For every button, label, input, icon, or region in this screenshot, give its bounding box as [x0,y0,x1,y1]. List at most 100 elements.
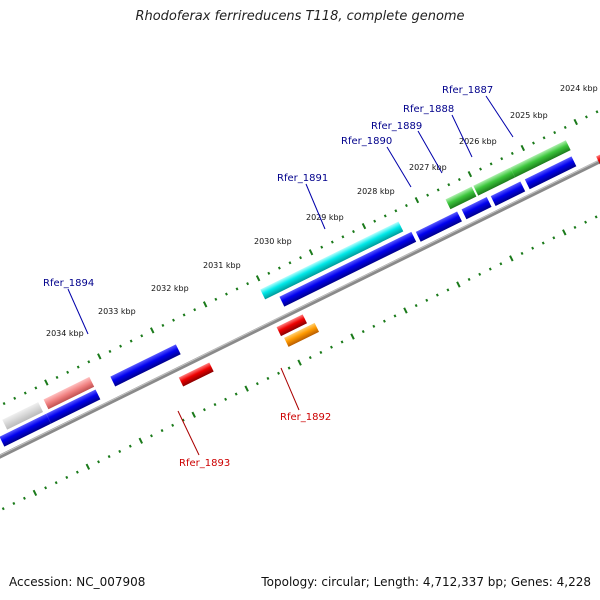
minor-tick-mark [383,320,386,323]
minor-tick-mark [553,131,556,134]
minor-tick-mark [56,376,59,379]
minor-tick-mark [150,434,153,437]
minor-tick-mark [3,402,6,405]
major-tick-mark [350,333,354,339]
minor-tick-mark [320,246,323,249]
minor-tick-mark [468,278,471,281]
minor-tick-mark [574,226,577,229]
minor-tick-mark [130,339,133,342]
minor-tick-mark [118,450,121,453]
minor-tick-mark [129,445,132,448]
tick-label: 2033 kbp [98,307,136,316]
minor-tick-mark [479,168,482,171]
gene-label-rfer-1892[interactable]: Rfer_1892 [280,412,331,423]
major-tick-mark [203,301,207,307]
minor-tick-mark [236,287,239,290]
minor-tick-mark [446,288,449,291]
minor-tick-mark [161,429,164,432]
tick-label: 2032 kbp [151,284,189,293]
minor-tick-mark [23,497,26,500]
major-tick-mark [562,229,566,235]
minor-tick-mark [384,214,387,217]
minor-tick-mark [161,324,164,327]
tick-label: 2031 kbp [203,261,241,270]
rrna-feature[interactable] [260,221,403,299]
minor-tick-mark [330,346,333,349]
minor-tick-mark [458,178,461,181]
minor-tick-mark [109,350,112,353]
forward-features [0,139,578,447]
minor-tick-mark [2,507,5,510]
minor-tick-mark [183,313,186,316]
minor-tick-mark [277,372,280,375]
minor-tick-mark [595,215,598,218]
genome-summary-text: Topology: circular; Length: 4,712,337 bp… [261,575,591,589]
major-tick-mark [456,281,460,287]
cds-feature[interactable] [110,344,180,386]
major-tick-mark [256,275,260,281]
minor-tick-mark [447,183,450,186]
minor-tick-mark [266,377,269,380]
minor-tick-mark [372,325,375,328]
minor-tick-mark [224,398,227,401]
minor-tick-mark [437,188,440,191]
gene-label-rfer-1894[interactable]: Rfer_1894 [43,278,94,289]
gene-label-rfer-1887[interactable]: Rfer_1887 [442,85,493,96]
tick-label: 2028 kbp [357,187,395,196]
major-tick-mark [150,327,154,333]
minor-tick-mark [256,382,259,385]
major-tick-mark [509,255,513,261]
minor-tick-mark [172,319,175,322]
minor-tick-mark [490,162,493,165]
cds-feature[interactable] [416,212,462,242]
minor-tick-mark [34,386,37,389]
minor-tick-mark [289,261,292,264]
minor-tick-mark [500,157,503,160]
minor-tick-mark [542,241,545,244]
accession-text: Accession: NC_007908 [9,575,145,589]
tick-label: 2030 kbp [254,237,292,246]
gene-label-rfer-1888[interactable]: Rfer_1888 [403,104,454,115]
minor-tick-mark [171,424,174,427]
major-tick-mark [468,171,472,177]
minor-tick-mark [394,314,397,317]
minor-tick-mark [319,351,322,354]
cds-feature[interactable] [279,232,416,307]
major-tick-mark [192,412,196,418]
minor-tick-mark [76,471,79,474]
gene-label-rfer-1891[interactable]: Rfer_1891 [277,173,328,184]
leader-line-rfer-1887 [486,96,513,137]
minor-tick-mark [331,240,334,243]
minor-tick-mark [415,304,418,307]
minor-tick-mark [44,486,47,489]
major-tick-mark [403,307,407,313]
minor-tick-mark [564,126,567,129]
minor-tick-mark [77,365,80,368]
minor-tick-mark [55,481,58,484]
minor-tick-mark [235,393,238,396]
minor-tick-mark [309,356,312,359]
minor-tick-mark [246,282,249,285]
minor-tick-mark [532,141,535,144]
minor-tick-mark [140,334,143,337]
minor-tick-mark [341,340,344,343]
minor-tick-mark [214,403,217,406]
outer-tick-track [0,20,600,516]
gene-label-rfer-1893[interactable]: Rfer_1893 [179,458,230,469]
minor-tick-mark [499,262,502,265]
minor-tick-mark [394,209,397,212]
leader-line-rfer-1891 [306,184,325,229]
gene-labels: Rfer_1887 Rfer_1888 Rfer_1889 Rfer_1890 … [43,85,493,469]
backbone-highlight [0,85,600,527]
major-tick-mark [139,438,143,444]
gene-label-rfer-1889[interactable]: Rfer_1889 [371,121,422,132]
gene-label-rfer-1890[interactable]: Rfer_1890 [341,136,392,147]
minor-tick-mark [426,194,429,197]
major-tick-mark [309,249,313,255]
major-tick-mark [86,464,90,470]
major-tick-mark [521,145,525,151]
leader-line-rfer-1888 [452,115,472,157]
leader-line-rfer-1892 [281,368,299,410]
leader-line-rfer-1893 [178,411,199,455]
